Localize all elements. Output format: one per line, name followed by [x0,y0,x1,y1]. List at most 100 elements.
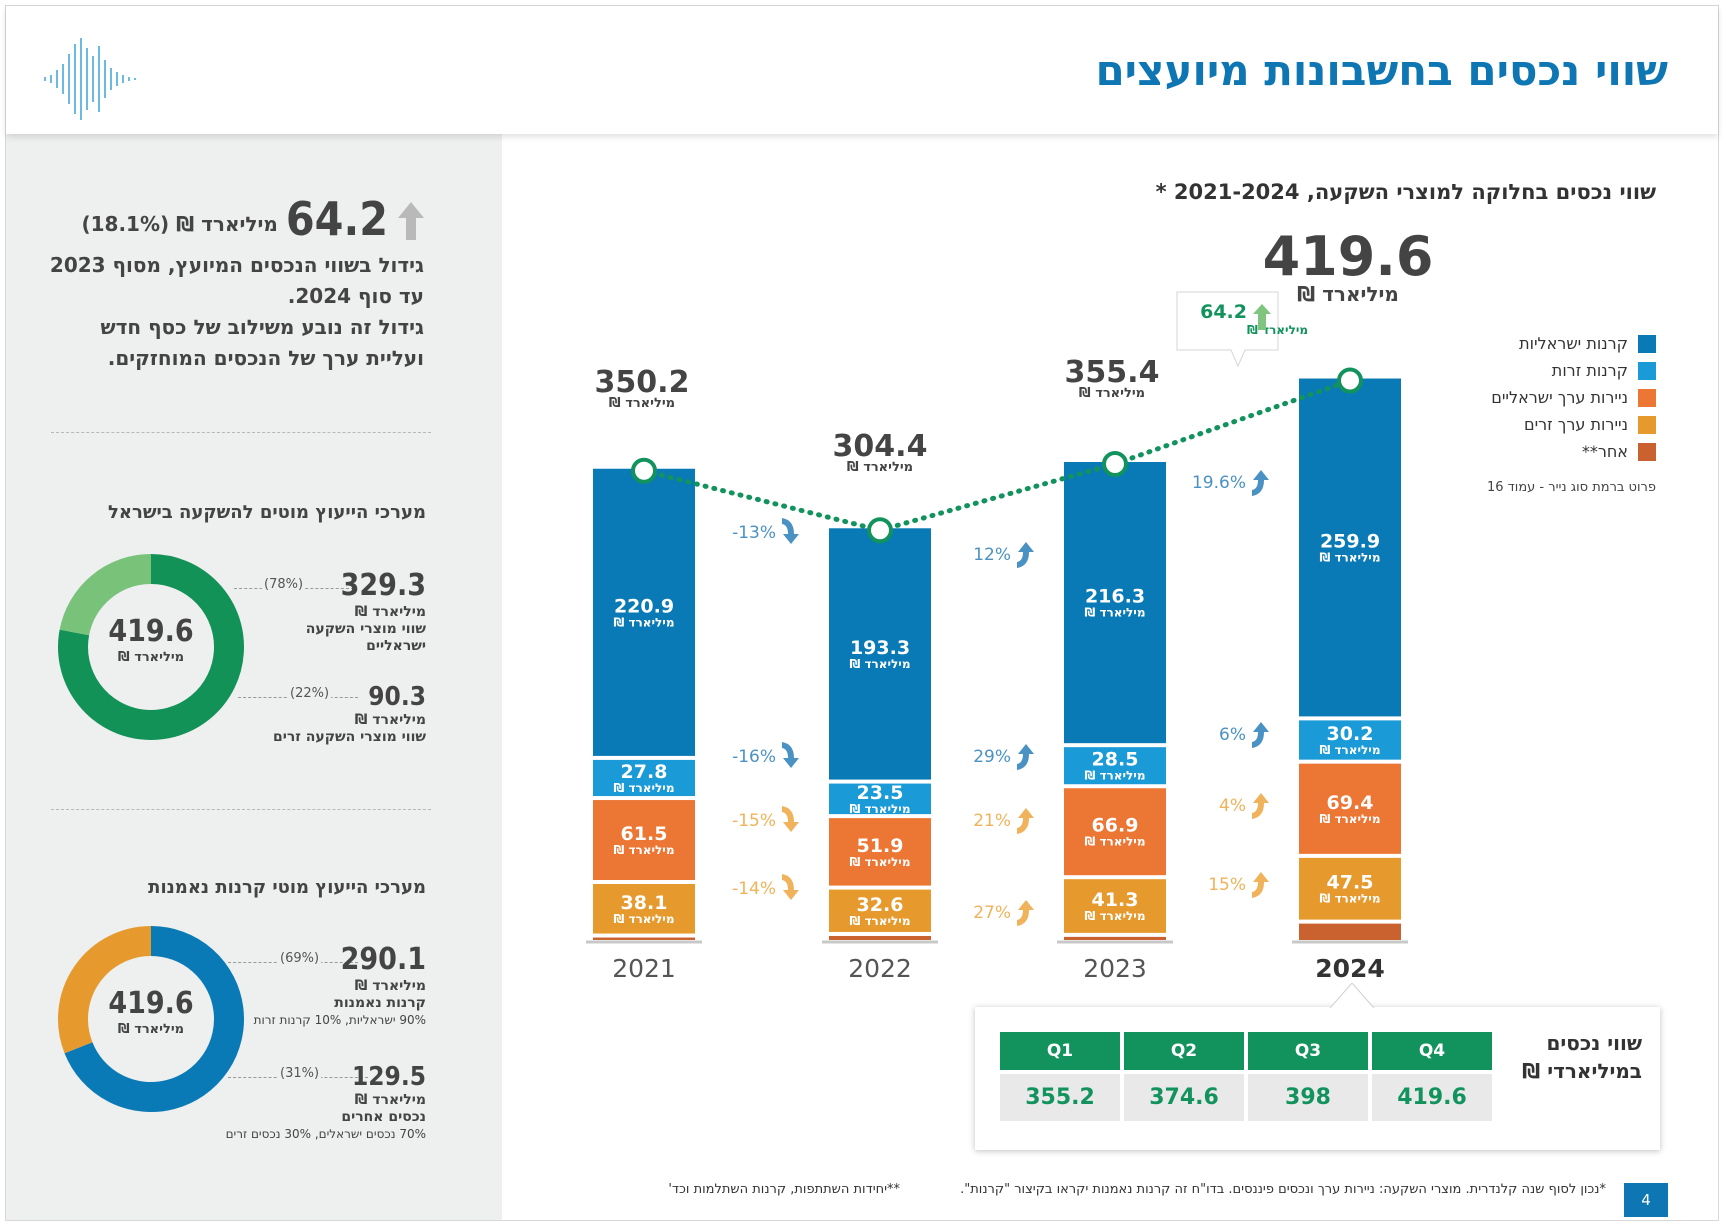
bar-unit-label: מיליארד ₪ [1084,606,1145,620]
trend-marker [867,517,893,544]
donut2-title: מערכי הייעוץ מוטי קרנות נאמנות [148,877,426,898]
change-label: -16% [732,747,776,767]
bar-value-label: 220.9 [614,595,674,617]
arrow-up-icon [1017,900,1034,926]
legend-label: אחר** [1581,442,1628,461]
trend-marker [631,457,657,484]
change-indicator: -13% [732,518,799,544]
bar-unit-label: מיליארד ₪ [1084,769,1145,783]
arrow-up-icon [1253,304,1271,330]
year-label: 2022 [848,954,912,983]
donut2-pct-2: (31%) [278,1066,322,1081]
year-label: 2024 [1315,954,1385,983]
chart-title: שווי נכסים בחלוקה למוצרי השקעה, 2021-202… [1155,180,1656,204]
bar-unit-label: מיליארד ₪ [613,781,674,795]
bar-segment [829,935,931,940]
page-title: שווי נכסים בחשבונות מיועצים [1095,46,1668,95]
change-indicator: 29% [973,744,1034,770]
bar-segment [829,889,931,932]
arrow-up-icon [1252,470,1269,496]
donut2-value-2: 129.5 [352,1062,426,1092]
donut1-center-unit: מיליארד ₪ [117,650,185,665]
legend-swatch [1638,334,1656,353]
summary-line: ועליית ערך של הנכסים המוחזקים. [107,346,424,370]
total-value: 304.4 [833,429,928,464]
legend-swatch [1638,361,1656,380]
bar-value-label: 23.5 [857,782,904,804]
divider [51,809,431,810]
change-indicator: 21% [973,808,1034,834]
quarter-header: Q2 [1124,1032,1244,1070]
bar-segment [829,783,931,815]
callout-value: 64.2 [1200,301,1247,323]
bar-unit-label: מיליארד ₪ [613,615,674,629]
quarter-table: שווי נכסים במיליארדי ₪ Q1 Q2 Q3 Q4 355.2… [975,983,1660,1150]
bar-unit-label: מיליארד ₪ [1319,550,1380,564]
header: שווי נכסים בחשבונות מיועצים [6,6,1718,134]
donut2-desc-2b: 70% נכסים ישראלים, 30% נכסים זרים [225,1127,426,1141]
summary-value: 64.2 [285,192,388,246]
footnote-2: **יחידות השתתפות, קרנות השתלמות וכד' [668,1182,900,1197]
trend-marker [1337,367,1363,394]
quarter-value: 419.6 [1372,1074,1492,1121]
bar-value-label: 32.6 [857,894,904,916]
callout-unit: מיליארד ₪ [1247,323,1308,337]
divider [51,432,431,433]
bar-value-label: 259.9 [1320,530,1380,552]
bar-segment [1064,747,1166,785]
arrow-down-icon [782,742,799,768]
bar-unit-label: מיליארד ₪ [1084,909,1145,923]
bar-segment [1299,763,1401,854]
legend-swatch [1638,442,1656,461]
legend-label: קרנות זרות [1551,361,1628,380]
donut1-title: מערכי הייעוץ מוטים להשקעה בישראל [108,502,426,523]
donut1-value-1: 329.3 [340,568,426,603]
arrow-up-icon [1252,722,1269,748]
donut-segment [58,926,152,1054]
change-indicator: -16% [732,742,799,768]
bar-value-label: 41.3 [1092,889,1139,911]
bar-segment [1299,378,1401,717]
bar-segment [593,468,695,756]
change-label: 27% [973,903,1011,923]
change-label: -13% [732,523,776,543]
legend-item: ניירות ערך זרים [1524,415,1656,434]
bar-segment [593,800,695,880]
legend-item: קרנות זרות [1552,361,1656,380]
donut1-chart [58,554,244,740]
page-number: 4 [1624,1183,1668,1217]
soundwave-logo-icon [44,38,136,120]
donut1-desc-2a: שווי מוצרי השקעה זרים [273,729,426,745]
arrow-up-icon [1252,793,1269,819]
change-label: -15% [732,811,776,831]
change-indicator: -14% [732,874,799,900]
change-indicator: 27% [973,900,1034,926]
donut-hole [89,585,213,709]
total-value: 350.2 [595,365,690,400]
donut2-unit-1: מיליארד ₪ [354,978,426,994]
legend-label: קרנות ישראליות [1519,334,1628,353]
year-label: 2023 [1083,954,1147,983]
donut1-pct-2: (22%) [288,686,332,701]
donut1-unit-2: מיליארד ₪ [354,712,426,728]
bar-value-label: 27.8 [621,761,668,783]
change-label: 21% [973,811,1011,831]
trend-marker [1102,450,1128,477]
callout-pointer [1330,983,1374,1009]
legend-item: אחר** [1582,442,1656,461]
bar-unit-label: מיליארד ₪ [849,914,910,928]
bar-value-label: 216.3 [1085,586,1145,608]
legend-item: ניירות ערך ישראליים [1491,388,1656,407]
change-label: -14% [732,879,776,899]
change-label: 15% [1208,875,1246,895]
legend-swatch [1638,415,1656,434]
arrow-up-icon [398,202,424,240]
summary-line: עד סוף 2024. [287,284,424,308]
total-value: 419.6 [1263,225,1434,288]
change-label: 29% [973,747,1011,767]
total-unit: מיליארד ₪ [1079,386,1145,401]
donut2-center-unit: מיליארד ₪ [117,1022,185,1037]
quarter-header: Q4 [1372,1032,1492,1070]
bar-value-label: 30.2 [1327,723,1374,745]
